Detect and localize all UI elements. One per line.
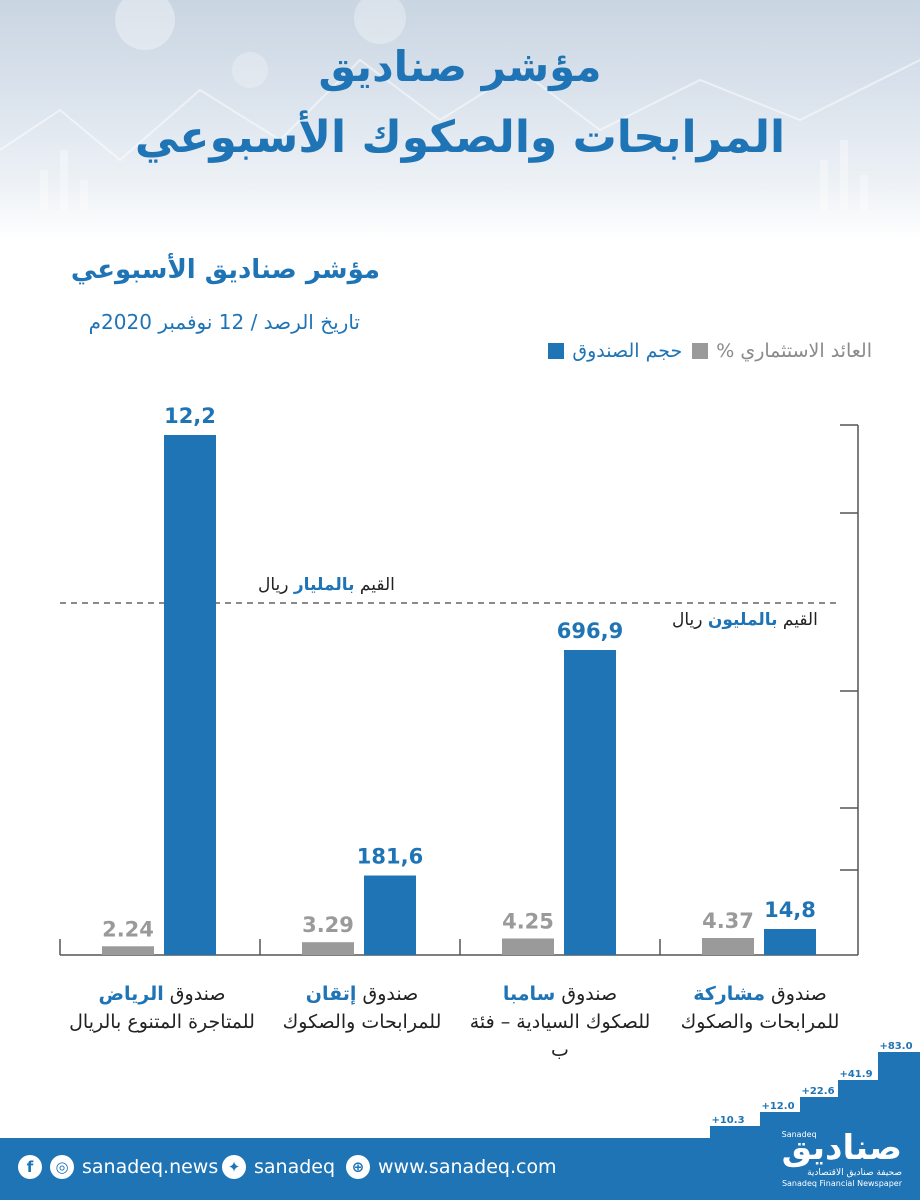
billion-note-keyword: بالمليار bbox=[293, 575, 355, 595]
category-label-itqan: صندوق إتقان للمرابحات والصكوك bbox=[262, 980, 462, 1036]
size-value-label: 14,8 bbox=[764, 898, 816, 922]
category-prefix: صندوق bbox=[169, 983, 226, 1005]
legend-item-return: العائد الاستثماري % bbox=[692, 340, 872, 362]
million-note: القيم بالمليون ريال bbox=[672, 610, 818, 630]
page-title-line1: مؤشر صناديق bbox=[318, 42, 602, 91]
footer-bar bbox=[0, 1138, 920, 1200]
category-label-musharaka: صندوق مشاركة للمرابحات والصكوك bbox=[660, 980, 860, 1036]
category-label-samba: صندوق سامبا للصكوك السيادية – فئة ب bbox=[460, 980, 660, 1064]
size-bar bbox=[764, 929, 816, 955]
size-bar bbox=[564, 650, 616, 955]
billion-note-suffix: ريال bbox=[258, 575, 289, 595]
return-value-label: 4.37 bbox=[702, 909, 754, 933]
bar-chart: 2.24 3.29 4.25 4.37 12,2 181,6 696,9 14,8 bbox=[59, 404, 859, 956]
stair-value-label: +12.0 bbox=[761, 1101, 794, 1112]
size-value-label: 12,2 bbox=[164, 404, 216, 428]
logo-arabic: صناديق bbox=[781, 1128, 902, 1168]
instagram-icon[interactable]: ◎ bbox=[50, 1155, 74, 1179]
billion-note-prefix: القيم bbox=[359, 575, 395, 595]
category-prefix: صندوق bbox=[771, 983, 827, 1005]
footer-social-news[interactable]: f ◎ sanadeq.news bbox=[18, 1155, 218, 1179]
footer-twitter-handle: sanadeq bbox=[254, 1156, 336, 1178]
return-bar bbox=[302, 942, 354, 955]
million-note-prefix: القيم bbox=[782, 610, 818, 630]
footer-social-twitter[interactable]: ✦ sanadeq bbox=[222, 1155, 335, 1179]
category-subtitle: للصكوك السيادية – فئة ب bbox=[469, 1011, 651, 1061]
return-value-label: 3.29 bbox=[302, 913, 354, 937]
globe-icon: ⊕ bbox=[346, 1155, 370, 1179]
return-value-label: 4.25 bbox=[502, 909, 554, 933]
size-bar bbox=[364, 875, 416, 955]
page-title-line2: المرابحات والصكوك الأسبوعي bbox=[134, 112, 786, 163]
category-label-riyad: صندوق الرياض للمتاجرة المتنوع بالريال bbox=[62, 980, 262, 1036]
size-bar bbox=[164, 435, 216, 955]
stair-value-label: +83.0 bbox=[879, 1041, 912, 1052]
legend-label-size: حجم الصندوق bbox=[572, 340, 683, 362]
chart-title: مؤشر صناديق الأسبوعي bbox=[70, 255, 380, 285]
category-name: إتقان bbox=[305, 983, 357, 1005]
legend-swatch-return bbox=[692, 343, 709, 359]
logo-subtitle-arabic: صحيفة صناديق الاقتصادية bbox=[807, 1168, 902, 1178]
footer-website-url[interactable]: www.sanadeq.com bbox=[378, 1156, 557, 1178]
logo-subtitle-english: Sanadeq Financial Newspaper bbox=[781, 1179, 902, 1188]
header-banner bbox=[0, 0, 920, 240]
million-note-keyword: بالمليون bbox=[707, 610, 778, 630]
footer-website[interactable]: ⊕ www.sanadeq.com bbox=[346, 1155, 557, 1179]
chart-legend: حجم الصندوق العائد الاستثماري % bbox=[548, 340, 872, 362]
stair-value-label: +10.3 bbox=[711, 1115, 744, 1126]
footer-news-handle: sanadeq.news bbox=[82, 1156, 219, 1178]
category-subtitle: للمرابحات والصكوك bbox=[282, 1011, 442, 1033]
stair-value-label: +41.9 bbox=[839, 1069, 872, 1080]
category-subtitle: للمرابحات والصكوك bbox=[680, 1011, 840, 1033]
category-name: سامبا bbox=[502, 983, 556, 1005]
legend-label-return: العائد الاستثماري % bbox=[716, 340, 872, 362]
category-subtitle: للمتاجرة المتنوع بالريال bbox=[69, 1011, 255, 1033]
category-prefix: صندوق bbox=[362, 983, 419, 1005]
billion-note: القيم بالمليار ريال bbox=[258, 575, 395, 595]
finance-background-graphic bbox=[0, 0, 920, 210]
category-name: الرياض bbox=[98, 983, 164, 1005]
size-value-label: 181,6 bbox=[357, 845, 423, 869]
return-bar bbox=[502, 938, 554, 955]
sanadeq-logo: Sanadeq صناديق صحيفة صناديق الاقتصادية S… bbox=[782, 1128, 902, 1189]
legend-swatch-size bbox=[548, 343, 565, 359]
stair-step bbox=[878, 1052, 920, 1140]
category-prefix: صندوق bbox=[561, 983, 618, 1005]
logo-tag: Sanadeq bbox=[781, 1130, 817, 1139]
twitter-icon[interactable]: ✦ bbox=[222, 1155, 246, 1179]
return-value-label: 2.24 bbox=[102, 917, 154, 941]
category-name: مشاركة bbox=[693, 983, 765, 1005]
observation-date: تاريخ الرصد / 12 نوفمبر 2020م bbox=[88, 310, 360, 334]
facebook-icon[interactable]: f bbox=[18, 1155, 42, 1179]
legend-item-size: حجم الصندوق bbox=[548, 340, 682, 362]
return-bar bbox=[102, 946, 154, 955]
return-bar bbox=[702, 938, 754, 955]
million-note-suffix: ريال bbox=[672, 610, 703, 630]
growth-stairs-graphic: +10.3 +12.0 +22.6 +41.9 +83.0 bbox=[710, 1041, 920, 1140]
size-value-label: 696,9 bbox=[557, 619, 623, 643]
stair-value-label: +22.6 bbox=[801, 1086, 834, 1097]
